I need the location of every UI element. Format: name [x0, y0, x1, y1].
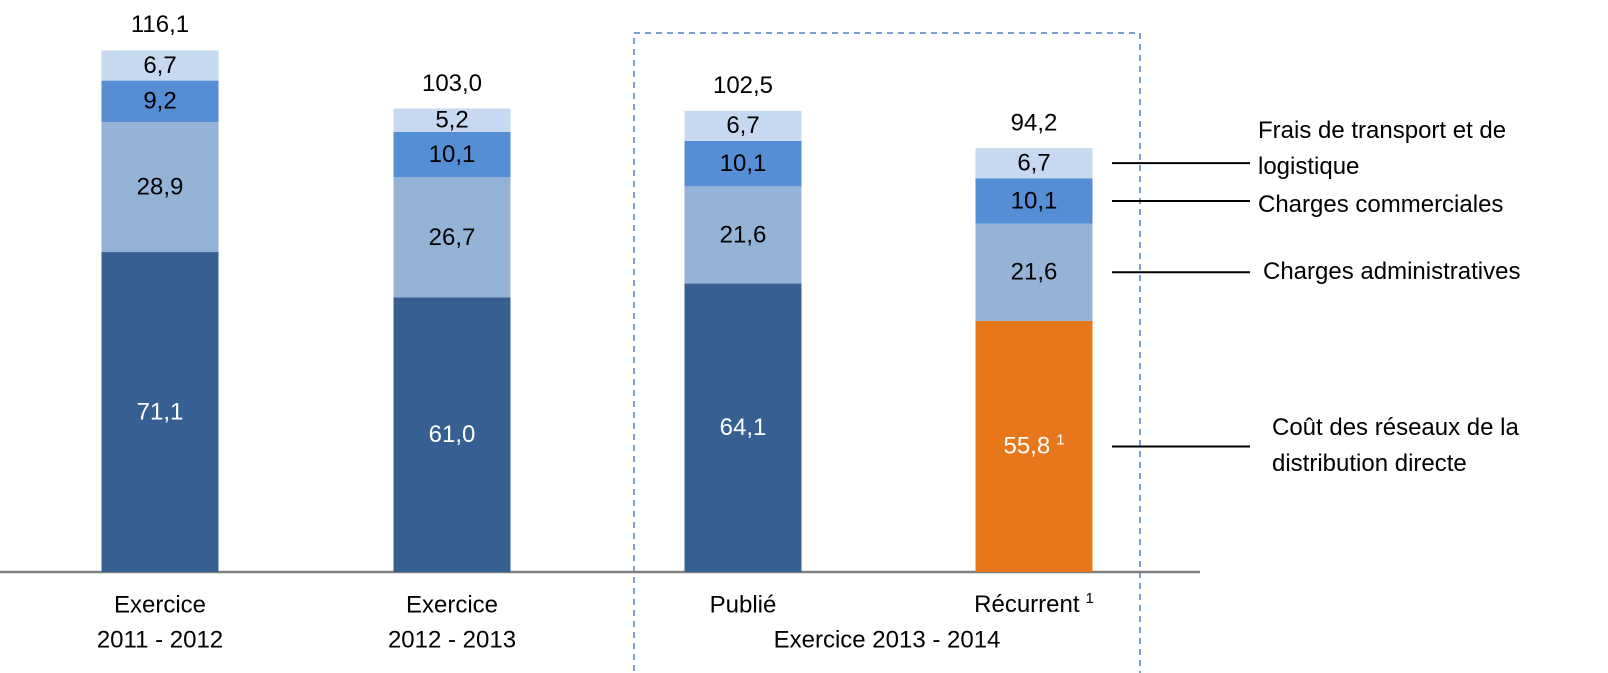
x-tick-label: Récurrent 1 [974, 590, 1094, 618]
legend-label: Charges administratives [1263, 258, 1521, 286]
bar-segment [101, 50, 219, 81]
bar-segment [684, 186, 802, 284]
x-tick-label-text: Récurrent [974, 591, 1080, 618]
bar-segment [101, 80, 219, 122]
bar-segment [393, 177, 511, 298]
value-label: 28,9 [137, 173, 184, 200]
total-label: 103,0 [422, 70, 482, 97]
bar-segment [975, 178, 1093, 224]
x-tick-label: Publié [710, 591, 777, 618]
value-label: 10,1 [1011, 187, 1058, 214]
bar-segment [101, 252, 219, 573]
bar-segment [684, 110, 802, 141]
value-label: 21,6 [720, 221, 767, 248]
value-label: 71,1 [137, 398, 184, 425]
legend-label: Charges commerciales [1258, 190, 1504, 218]
bar-segment [393, 131, 511, 178]
bar-segment [101, 122, 219, 253]
legend-label: Coût des réseaux de la distribution dire… [1272, 414, 1519, 478]
bar-segment [393, 297, 511, 572]
bar-segment [684, 283, 802, 572]
value-label-number: 55,8 [1003, 433, 1050, 460]
bar-segment [393, 108, 511, 132]
legend-label: Frais de transport et de logistique [1258, 117, 1507, 181]
value-label: 21,6 [1011, 259, 1058, 286]
total-label: 116,1 [131, 11, 189, 38]
x-tick-label: 2012 - 2013 [388, 626, 516, 653]
bar-segment [975, 320, 1093, 572]
footnote-mark: 1 [1086, 590, 1094, 607]
value-label: 6,7 [1017, 150, 1050, 177]
value-label: 6,7 [726, 112, 759, 139]
bar-segment [684, 140, 802, 187]
total-label: 102,5 [713, 72, 773, 99]
value-label: 55,8 1 [1003, 431, 1064, 459]
value-label: 10,1 [429, 141, 476, 168]
value-label: 5,2 [435, 107, 468, 134]
value-label: 61,0 [429, 421, 476, 448]
value-label: 9,2 [143, 88, 176, 115]
footnote-mark: 1 [1056, 431, 1064, 448]
value-label: 64,1 [720, 414, 767, 441]
value-label: 6,7 [143, 52, 176, 79]
value-label: 10,1 [720, 150, 767, 177]
x-tick-label: Exercice [406, 591, 498, 618]
group-label: Exercice 2013 - 2014 [774, 626, 1001, 653]
group-box [633, 32, 1141, 673]
value-label: 26,7 [429, 224, 476, 251]
total-label: 94,2 [1011, 109, 1058, 136]
bar-segment [975, 223, 1093, 321]
bar-segment [975, 148, 1093, 179]
x-tick-label: 2011 - 2012 [97, 626, 223, 653]
x-tick-label: Exercice [114, 591, 206, 618]
